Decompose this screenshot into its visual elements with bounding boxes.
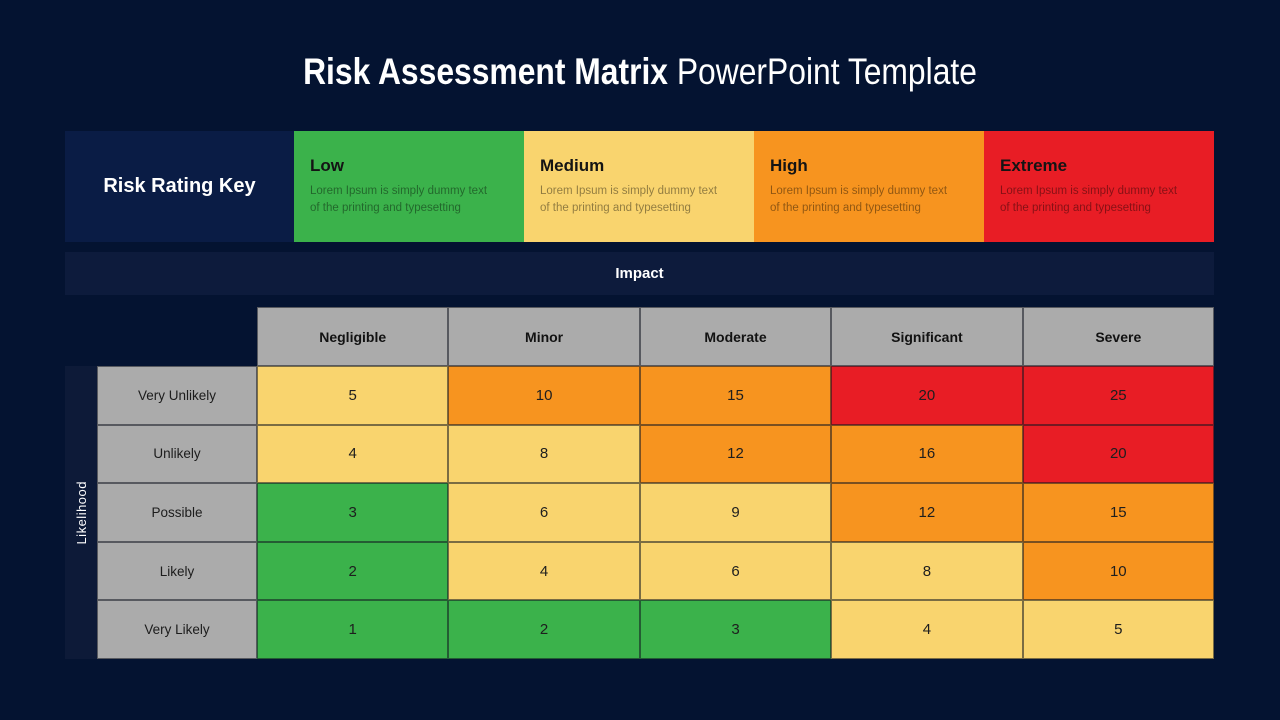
matrix-cell: 12: [831, 483, 1023, 542]
matrix-row-label-possible: Possible: [97, 483, 257, 542]
matrix-cell: 3: [257, 483, 449, 542]
matrix-row-label-unlikely: Unlikely: [97, 424, 257, 484]
matrix-cell: 6: [639, 541, 832, 601]
matrix-column-header-significant: Significant: [831, 307, 1023, 366]
matrix-cell: 12: [639, 424, 832, 484]
matrix-cell: 20: [1022, 424, 1214, 484]
impact-axis-bar: Impact: [65, 252, 1214, 295]
matrix-cell: 10: [1022, 541, 1214, 601]
risk-key-item-name: Low: [310, 156, 344, 175]
matrix-cell: 2: [257, 541, 449, 601]
risk-key-item-name: Extreme: [1000, 156, 1068, 175]
risk-key-item-extreme: Extreme Lorem Ipsum is simply dummy text …: [984, 131, 1214, 242]
risk-key-item-name: Medium: [540, 156, 605, 175]
matrix-column-header-severe: Severe: [1022, 307, 1214, 366]
matrix-cell: 9: [639, 483, 832, 542]
risk-key-item-low: Low Lorem Ipsum is simply dummy text of t…: [294, 131, 524, 242]
page-title: Risk Assessment Matrix PowerPoint Templa…: [90, 50, 1191, 94]
matrix-cell: 1: [257, 600, 449, 659]
matrix-cell: 15: [1022, 483, 1214, 542]
risk-key-item-description: Lorem Ipsum is simply dummy text of the …: [540, 185, 718, 214]
risk-key-item-description: Lorem Ipsum is simply dummy text of the …: [770, 185, 948, 214]
matrix-row-label-likely: Likely: [97, 541, 257, 601]
matrix-cell: 6: [448, 483, 640, 542]
matrix-cell: 8: [448, 424, 640, 484]
risk-rating-key: Risk Rating Key Low Lorem Ipsum is simply…: [65, 131, 1214, 242]
impact-axis-label: Impact: [615, 265, 664, 282]
matrix-cell: 20: [831, 366, 1023, 425]
matrix-cell: 10: [448, 366, 640, 425]
likelihood-axis-label: Likelihood: [73, 480, 89, 545]
matrix-row-label-very-unlikely: Very Unlikely: [97, 366, 257, 425]
title-main: Risk Assessment Matrix: [303, 51, 668, 92]
matrix-row-label-very-likely: Very Likely: [97, 600, 257, 659]
risk-key-item-name: High: [770, 156, 808, 175]
matrix-column-header-minor: Minor: [448, 307, 640, 366]
likelihood-axis-bar: Likelihood: [65, 366, 97, 659]
matrix-corner-spacer: [65, 307, 257, 366]
matrix-cell: 15: [639, 366, 832, 425]
title-sub: PowerPoint Template: [676, 51, 977, 92]
matrix-cell: 3: [639, 600, 832, 659]
matrix-column-header-negligible: Negligible: [257, 307, 449, 366]
matrix-cell: 5: [257, 366, 449, 425]
risk-rating-key-label: Risk Rating Key: [103, 175, 256, 197]
risk-key-item-high: High Lorem Ipsum is simply dummy text of …: [754, 131, 984, 242]
matrix-cell: 16: [831, 424, 1023, 484]
risk-key-item-description: Lorem Ipsum is simply dummy text of the …: [310, 185, 488, 214]
matrix-cell: 2: [448, 600, 640, 659]
risk-key-item-medium: Medium Lorem Ipsum is simply dummy text o…: [524, 131, 754, 242]
matrix-cell: 8: [831, 541, 1023, 601]
matrix-cell: 4: [831, 600, 1023, 659]
matrix-cell: 4: [257, 424, 449, 484]
risk-matrix: Negligible Minor Moderate Significant Severe…: [65, 307, 1214, 659]
matrix-cell: 4: [448, 541, 640, 601]
matrix-cell: 25: [1022, 366, 1214, 425]
risk-key-item-description: Lorem Ipsum is simply dummy text of the …: [1000, 185, 1178, 214]
matrix-cell: 5: [1022, 600, 1214, 659]
risk-rating-key-label-box: Risk Rating Key: [65, 131, 294, 242]
title-space: [668, 51, 677, 92]
matrix-column-header-moderate: Moderate: [639, 307, 832, 366]
